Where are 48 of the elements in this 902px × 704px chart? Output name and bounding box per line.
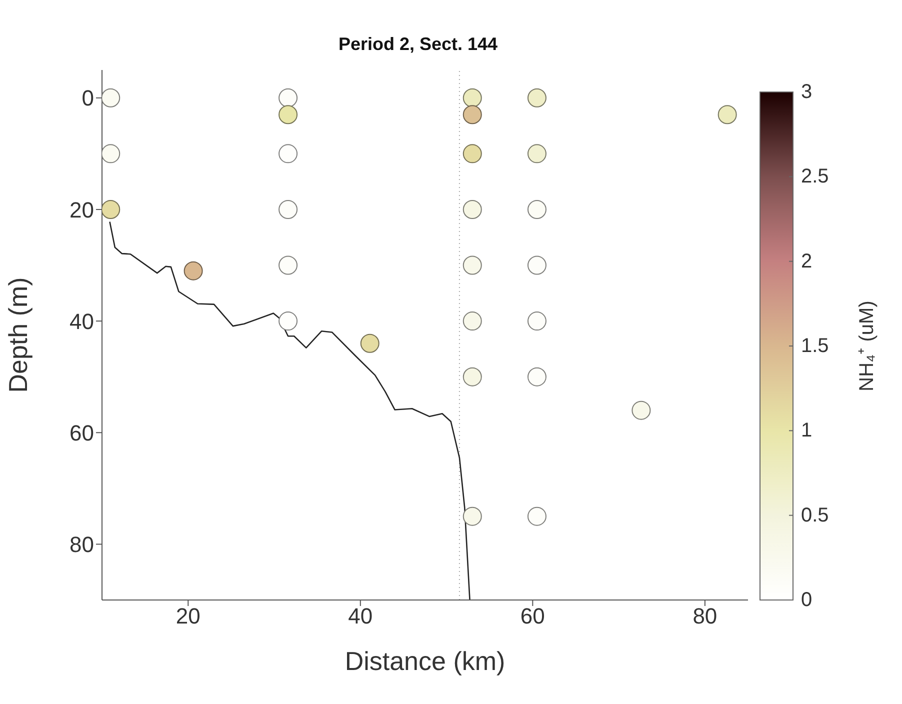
point <box>462 312 482 331</box>
point <box>278 312 298 331</box>
point <box>527 200 546 219</box>
y-axis-title: Depth (m) <box>3 277 34 393</box>
point <box>102 200 120 219</box>
y-tick-label: 80 <box>70 532 94 558</box>
color-bar-label: 1 <box>801 420 812 442</box>
point <box>278 105 298 124</box>
color-bar-title: NH₄⁺ (uM) <box>856 300 878 392</box>
point <box>462 256 482 275</box>
x-tick-label: 60 <box>520 604 545 629</box>
x-tick-label: 80 <box>692 604 718 629</box>
point <box>278 144 298 164</box>
point <box>718 105 737 124</box>
point <box>102 88 120 108</box>
point <box>527 256 546 275</box>
point <box>462 144 482 164</box>
chart-title: Period 2, Sect. 144 <box>337 34 499 55</box>
point <box>462 105 482 124</box>
color-bar-label: 3 <box>801 81 812 103</box>
point <box>462 367 482 386</box>
color-bar-label: 1.5 <box>801 335 829 357</box>
color-bar-label: 0.5 <box>801 504 829 526</box>
y-tick-label: 20 <box>70 197 94 222</box>
point <box>278 88 298 108</box>
point <box>527 88 546 108</box>
y-tick-label: 40 <box>70 308 94 334</box>
point <box>462 200 482 219</box>
x-tick-label: 40 <box>348 604 373 629</box>
point <box>360 334 380 353</box>
y-tick-label: 60 <box>70 420 94 446</box>
point <box>184 261 203 280</box>
x-tick-label: 20 <box>176 604 200 629</box>
color-bar-label: 2.5 <box>801 166 829 188</box>
point <box>278 200 298 219</box>
point <box>102 144 120 164</box>
x-axis-title: Distance (km) <box>344 646 506 676</box>
point <box>527 367 546 386</box>
color-bar-label: 0 <box>801 589 812 611</box>
point <box>462 506 482 526</box>
point <box>278 256 298 275</box>
color-bar-label: 2 <box>801 250 812 272</box>
point <box>632 400 651 420</box>
point <box>527 506 546 526</box>
y-tick-label: 0 <box>82 86 94 111</box>
point <box>462 88 482 108</box>
point <box>527 144 546 164</box>
point <box>527 312 546 331</box>
